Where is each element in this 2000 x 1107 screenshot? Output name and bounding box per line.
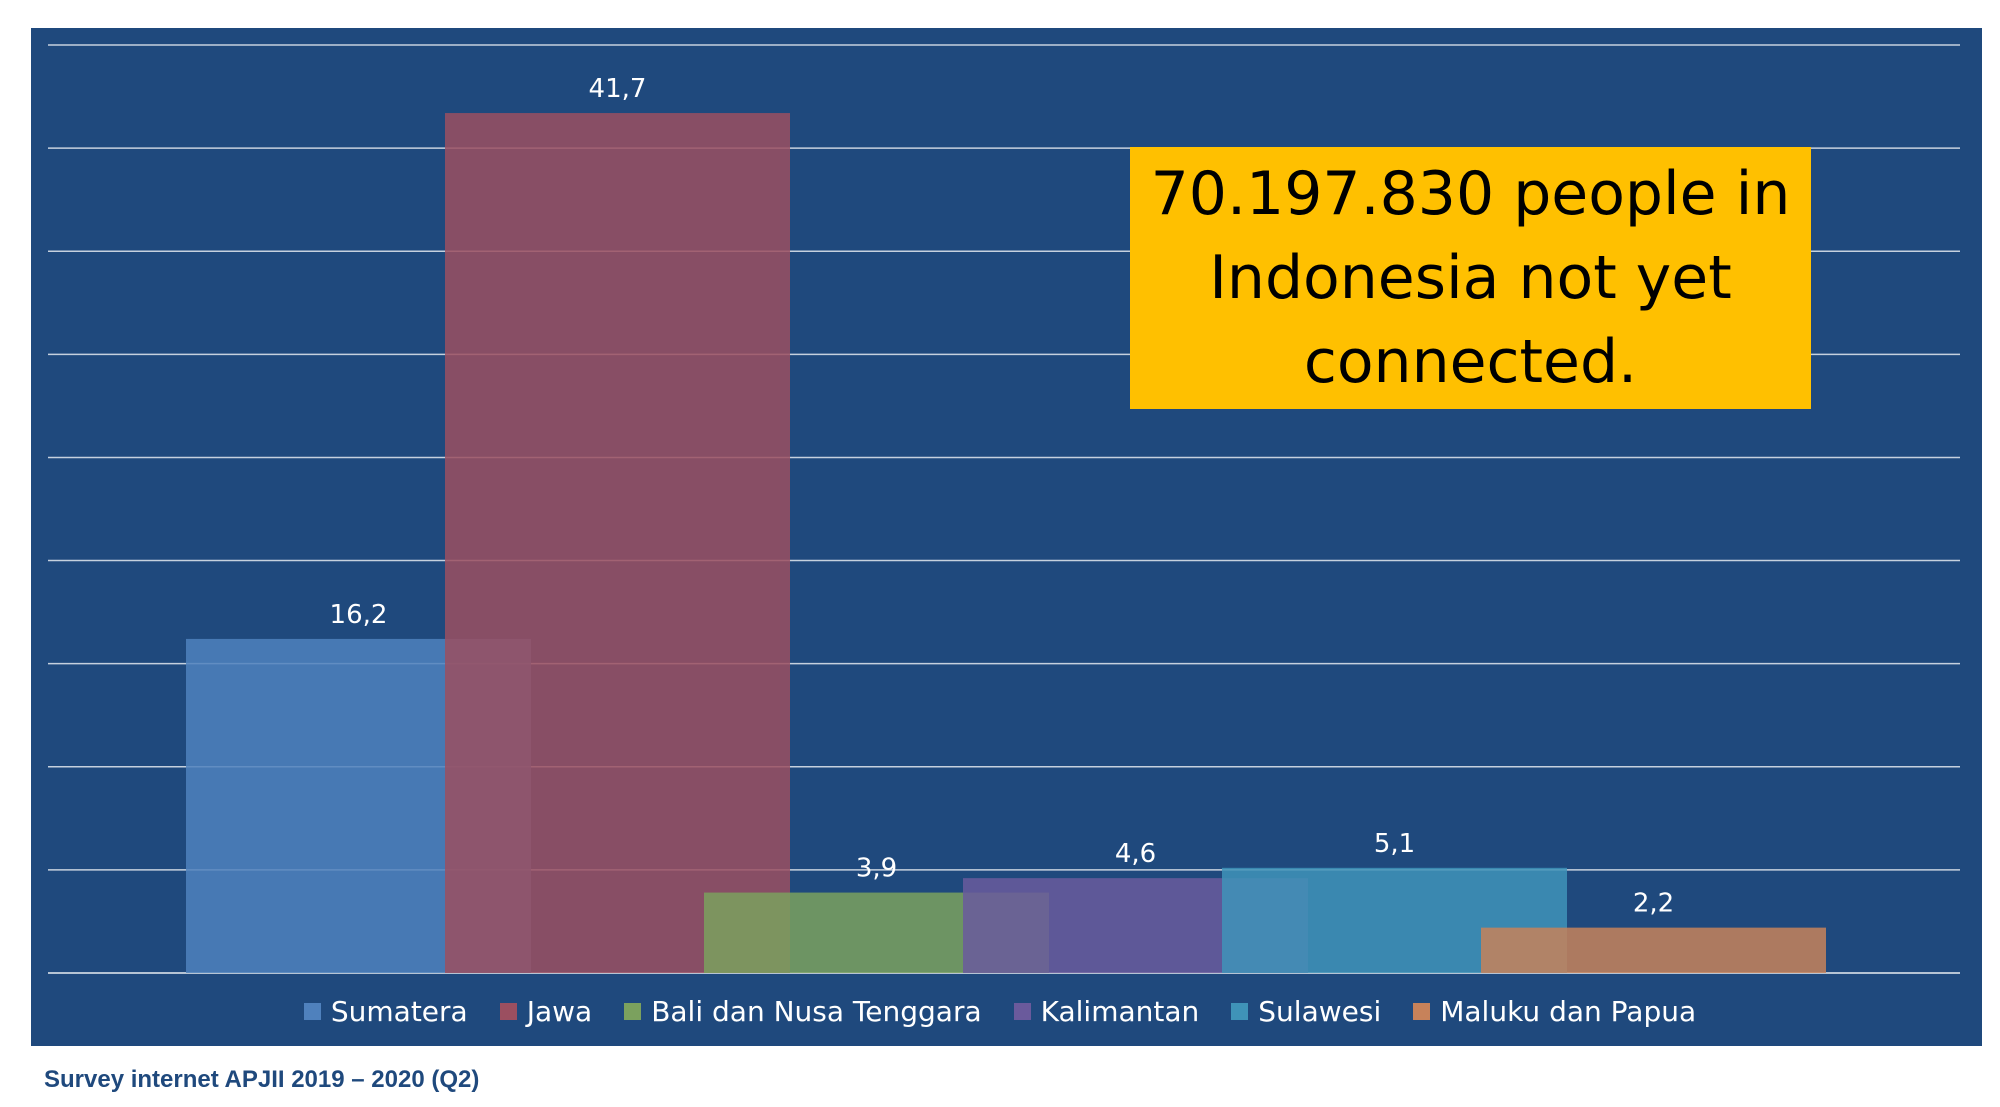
legend-label: Sulawesi (1258, 994, 1382, 1028)
data-label: 41,7 (589, 74, 647, 104)
bar-maluku-dan-papua (1481, 927, 1826, 973)
data-label: 4,6 (1115, 839, 1156, 869)
legend-swatch (624, 1002, 642, 1020)
legend-swatch (303, 1002, 321, 1020)
data-label: 16,2 (330, 600, 388, 630)
data-label: 5,1 (1374, 829, 1415, 859)
data-label: 3,9 (856, 854, 897, 884)
legend-swatch (1413, 1002, 1431, 1020)
data-label: 2,2 (1633, 889, 1674, 919)
legend-label: Jawa (526, 994, 593, 1028)
legend-item: Jawa (499, 994, 593, 1028)
legend-label: Bali dan Nusa Tenggara (651, 994, 982, 1028)
chart-legend: Sumatera Jawa Bali dan Nusa Tenggara Kalima… (0, 988, 2000, 1034)
legend-swatch (499, 1002, 517, 1020)
legend-item: Maluku dan Papua (1413, 995, 1696, 1028)
legend-item: Kalimantan (1013, 994, 1200, 1028)
legend-swatch (1231, 1002, 1249, 1020)
legend-item: Sulawesi (1231, 995, 1381, 1028)
bar-chart: 16,2 41,7 3,9 4,6 5,1 2,2 (48, 44, 1960, 974)
bar-jawa (445, 113, 790, 973)
source-note: Survey internet APJII 2019 – 2020 (Q2) (44, 1066, 480, 1093)
legend-item: Sumatera (303, 994, 468, 1028)
legend-label: Maluku dan Papua (1440, 994, 1697, 1028)
legend-label: Sumatera (330, 994, 468, 1028)
annotation-callout: 70.197.830 people in Indonesia not yet c… (1130, 147, 1811, 409)
legend-label: Kalimantan (1040, 994, 1200, 1028)
legend-swatch (1013, 1002, 1031, 1020)
legend-item: Bali dan Nusa Tenggara (624, 994, 982, 1028)
